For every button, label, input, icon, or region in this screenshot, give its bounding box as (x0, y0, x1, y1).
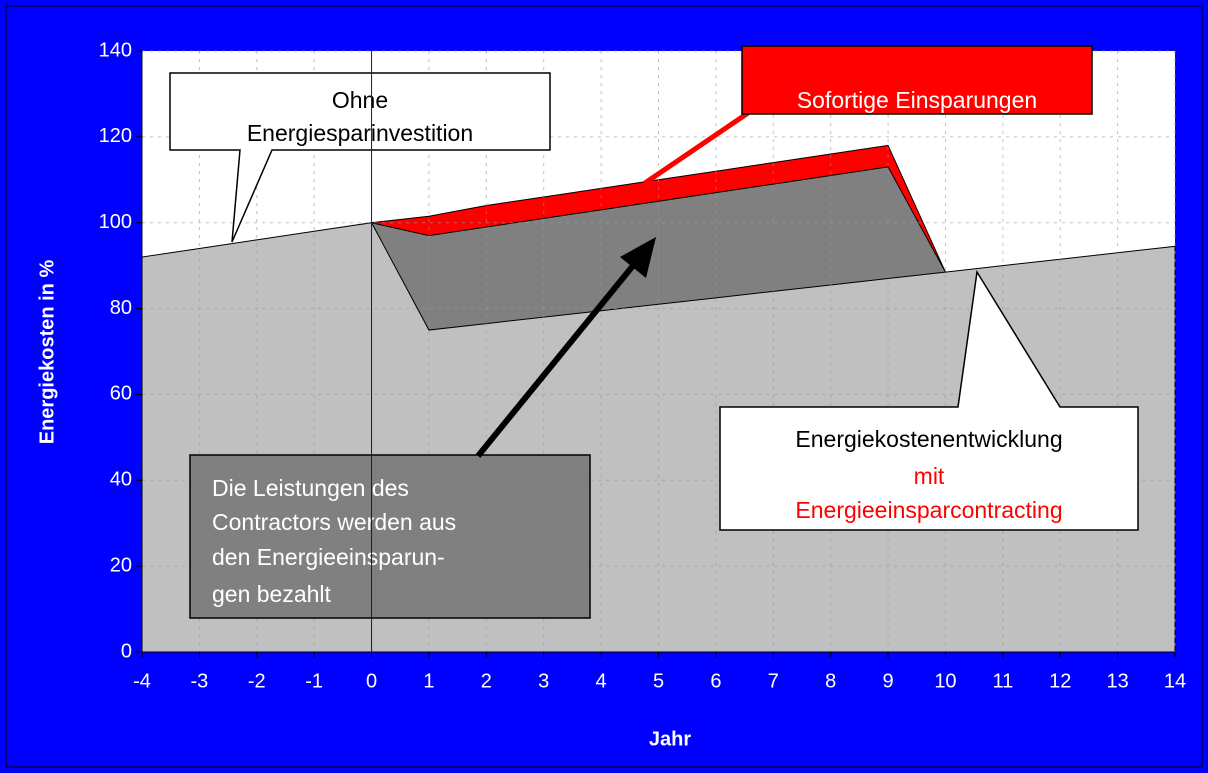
arrow (475, 260, 639, 458)
x-tick-label: 9 (882, 670, 893, 692)
x-tick-label: 12 (1049, 670, 1071, 692)
callout-sofortig (741, 45, 1093, 115)
x-tick-label: 6 (710, 670, 721, 692)
x-tick-label: 0 (366, 670, 377, 692)
y-axis-label: Energiekosten in % (36, 260, 58, 445)
annotation: Ohne (332, 87, 388, 113)
annotation: Energiesparinvestition (247, 120, 473, 146)
x-tick-label: 14 (1164, 670, 1186, 692)
x-tick-label: 13 (1106, 670, 1128, 692)
x-tick-label: 11 (992, 670, 1013, 692)
annotation: mit (914, 463, 945, 489)
x-tick-label: -2 (248, 670, 266, 692)
x-tick-label: 8 (825, 670, 836, 692)
x-tick-label: 2 (481, 670, 492, 692)
x-tick-label: 5 (653, 670, 664, 692)
x-axis-label: Jahr (649, 728, 691, 750)
x-tick-label: 7 (768, 670, 779, 692)
callout-contractor (189, 454, 591, 619)
x-tick-label: 4 (596, 670, 607, 692)
y-tick-label: 140 (99, 39, 132, 61)
annotation: Sofortige Einsparungen (797, 87, 1037, 113)
callout-ohne (169, 72, 551, 243)
y-tick-label: 40 (110, 469, 132, 491)
annotation: Energiekostenentwicklung (795, 426, 1062, 452)
annotation: Die Leistungen des (212, 475, 409, 501)
x-tick-label: -1 (305, 670, 323, 692)
annotation: Contractors werden aus (212, 509, 456, 535)
annotation: gen bezahlt (212, 581, 332, 607)
y-tick-label: 20 (110, 554, 132, 576)
y-tick-label: 60 (110, 383, 132, 405)
x-tick-label: 1 (423, 670, 434, 692)
y-tick-label: 80 (110, 297, 132, 319)
x-tick-label: -4 (133, 670, 151, 692)
x-tick-label: 10 (934, 670, 956, 692)
y-tick-label: 100 (99, 211, 132, 233)
callout-line (643, 110, 750, 186)
frame (5, 5, 1203, 768)
callout-entwicklung (719, 269, 1139, 531)
annotation: den Energieeinsparun- (212, 544, 445, 570)
y-tick-label: 0 (121, 640, 132, 662)
x-tick-label: 3 (538, 670, 549, 692)
annotation: Energieeinsparcontracting (795, 497, 1062, 523)
arrow-head (620, 237, 656, 278)
x-tick-label: -3 (190, 670, 208, 692)
y-tick-label: 120 (99, 125, 132, 147)
